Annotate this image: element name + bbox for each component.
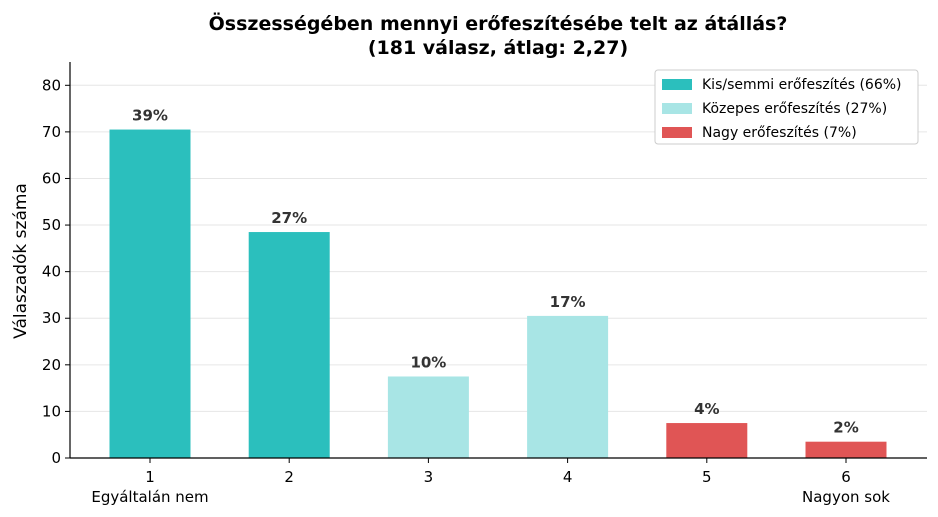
x-tick-label: 1 — [145, 468, 155, 486]
y-tick-label: 50 — [42, 216, 61, 234]
y-tick-label: 70 — [42, 123, 61, 141]
bar — [666, 423, 748, 458]
bar — [387, 376, 469, 458]
legend-box — [654, 69, 919, 145]
x-tick-label: 2 — [284, 468, 294, 486]
y-tick-label: 40 — [42, 263, 61, 281]
data-label: 39% — [132, 107, 168, 125]
data-label: 27% — [271, 209, 307, 227]
data-label: 17% — [550, 293, 586, 311]
grid-lines — [70, 84, 927, 412]
y-tick-label: 30 — [42, 309, 61, 327]
bar — [109, 129, 191, 458]
y-tick-label: 0 — [51, 449, 61, 467]
legend-swatch — [662, 79, 692, 90]
x-tick-label: 6 — [841, 468, 851, 486]
legend-swatch — [662, 127, 692, 138]
y-axis-label: Válaszadók száma — [11, 183, 31, 339]
bar — [527, 315, 609, 458]
chart-title-line2: (181 válasz, átlag: 2,27) — [368, 37, 628, 59]
bars — [109, 129, 887, 458]
y-tick-label: 20 — [42, 356, 61, 374]
bar — [805, 441, 887, 458]
x-ticks: 1 Egyáltalán nem 2 3 4 5 6 Nagyon sok — [91, 458, 890, 506]
data-label: 10% — [410, 353, 446, 371]
x-tick-label: 4 — [563, 468, 573, 486]
y-ticks: 0 10 20 30 40 50 60 70 80 — [42, 76, 70, 467]
legend-label: Kis/semmi erőfeszítés (66%) — [702, 77, 902, 93]
x-tick-sublabel: Nagyon sok — [802, 488, 890, 506]
chart-title-line1: Összességében mennyi erőfeszítésébe telt… — [209, 11, 788, 35]
bar-labels: 39% 27% 10% 17% 4% 2% — [132, 107, 859, 437]
data-label: 2% — [833, 419, 858, 437]
y-tick-label: 10 — [42, 402, 61, 420]
legend: Kis/semmi erőfeszítés (66%) Közepes erőfe… — [654, 69, 919, 145]
y-tick-label: 80 — [42, 76, 61, 94]
bar — [248, 232, 330, 458]
axes — [69, 62, 927, 459]
legend-label: Közepes erőfeszítés (27%) — [702, 101, 887, 117]
x-tick-sublabel: Egyáltalán nem — [91, 488, 208, 506]
legend-label: Nagy erőfeszítés (7%) — [702, 125, 857, 141]
x-tick-label: 5 — [702, 468, 712, 486]
x-tick-label: 3 — [424, 468, 434, 486]
legend-swatch — [662, 103, 692, 114]
data-label: 4% — [694, 400, 719, 418]
y-tick-label: 60 — [42, 169, 61, 187]
